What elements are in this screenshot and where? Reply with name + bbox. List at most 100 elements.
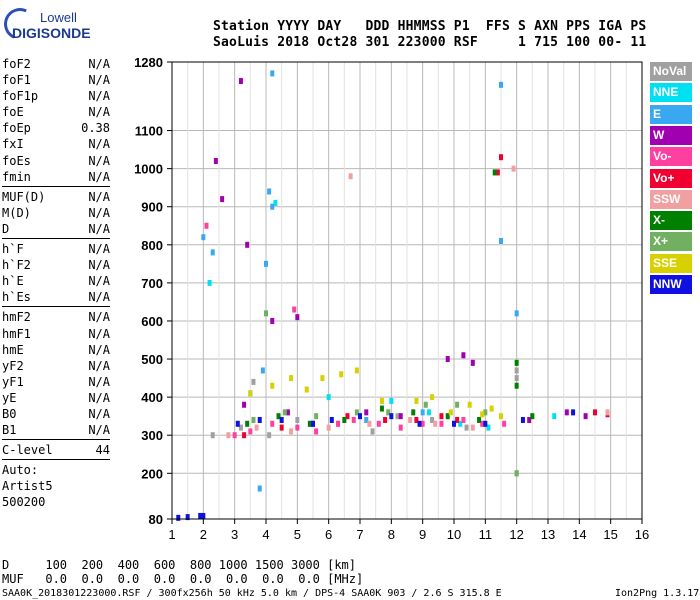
y-tick-label: 500 (141, 352, 163, 367)
data-point (345, 413, 350, 420)
data-point (304, 386, 309, 393)
data-point (307, 420, 312, 427)
data-point (426, 409, 431, 416)
data-point (383, 416, 388, 423)
header-line-2: SaoLuis 2018 Oct28 301 223000 RSF 1 715 … (213, 35, 647, 50)
param-value: N/A (88, 258, 110, 273)
param-name: B1 (2, 423, 17, 438)
x-tick-label: 10 (447, 527, 461, 542)
data-point (408, 416, 413, 423)
data-point (389, 413, 394, 420)
data-point (220, 196, 225, 203)
param-value: N/A (88, 205, 110, 220)
data-point (430, 416, 435, 423)
param-name: foEp (2, 121, 31, 136)
data-point (514, 470, 519, 477)
param-name: yE (2, 390, 17, 405)
data-point (483, 409, 488, 416)
y-tick-label: 80 (149, 512, 163, 527)
data-point (530, 413, 535, 420)
param-name: fmin (2, 169, 31, 184)
data-point (461, 416, 466, 423)
legend-item: Vo- (650, 147, 692, 167)
data-point (282, 409, 287, 416)
data-point (499, 154, 503, 161)
data-point (439, 413, 444, 420)
data-point (238, 424, 243, 431)
data-point (376, 420, 381, 427)
header-line-1: Station YYYY DAY DDD HHMMSS P1 FFS S AXN… (213, 19, 647, 34)
data-point (185, 514, 190, 521)
data-point (351, 416, 356, 423)
data-point (423, 401, 428, 408)
x-tick-label: 5 (294, 527, 301, 542)
data-point (254, 424, 259, 431)
param-name: h`E (2, 274, 24, 289)
y-tick-label: 1100 (135, 124, 163, 139)
data-point (445, 356, 450, 363)
data-point (564, 409, 569, 416)
param-row: yF2 N/A (2, 358, 110, 374)
data-point (514, 359, 519, 366)
param-row: foF1p N/A (2, 88, 110, 104)
data-point (492, 169, 497, 176)
param-row-clevel: C-level 44 (2, 442, 110, 458)
data-point (245, 241, 250, 248)
data-point (198, 512, 203, 519)
param-name: h`F2 (2, 258, 31, 273)
param-row: fxI N/A (2, 136, 110, 152)
x-tick-label: 11 (479, 527, 493, 542)
data-point (204, 222, 209, 229)
param-value: N/A (88, 73, 110, 88)
data-point (342, 416, 347, 423)
data-point (311, 420, 315, 427)
auto-label: Auto: (2, 463, 39, 478)
x-tick-label: 9 (419, 527, 426, 542)
param-value: 44 (95, 443, 110, 458)
data-point (464, 424, 469, 431)
param-row: D N/A (2, 221, 110, 237)
param-value: 0.38 (81, 121, 110, 136)
y-tick-label: 800 (141, 238, 163, 253)
data-point (483, 420, 488, 427)
data-point (257, 485, 262, 492)
x-tick-label: 3 (231, 527, 238, 542)
data-point (276, 413, 281, 420)
divider (2, 459, 110, 461)
data-point (433, 420, 438, 427)
legend-item: NoVal (650, 62, 692, 81)
chart-grid (171, 61, 643, 520)
data-point (270, 203, 275, 210)
param-value: N/A (88, 423, 110, 438)
data-point (467, 401, 472, 408)
data-point (201, 234, 206, 241)
param-value: N/A (88, 89, 110, 104)
data-point (248, 428, 253, 435)
legend-item: SSW (650, 189, 692, 209)
data-point (370, 428, 375, 435)
param-row: MUF(D) N/A (2, 189, 110, 205)
data-point (326, 424, 331, 431)
chart-points (176, 70, 610, 521)
legend-item: X- (650, 211, 692, 231)
divider (2, 306, 110, 308)
data-point (411, 409, 416, 416)
data-point (264, 310, 268, 317)
data-point (210, 432, 215, 439)
data-point (242, 432, 247, 439)
data-point (257, 416, 262, 423)
legend-item: X+ (650, 232, 692, 252)
data-point (367, 420, 372, 427)
data-point (470, 359, 475, 366)
data-point (455, 416, 460, 423)
param-row: h`F N/A (2, 241, 110, 257)
param-row: hmF2 N/A (2, 309, 110, 325)
param-row: fmin N/A (2, 169, 110, 185)
param-row: yE N/A (2, 390, 110, 406)
legend-item: NNW (650, 275, 692, 294)
param-name: yF1 (2, 374, 24, 389)
logo-text-lowell: Lowell (40, 10, 77, 25)
data-point (593, 409, 597, 416)
param-row: foF1 N/A (2, 72, 110, 88)
